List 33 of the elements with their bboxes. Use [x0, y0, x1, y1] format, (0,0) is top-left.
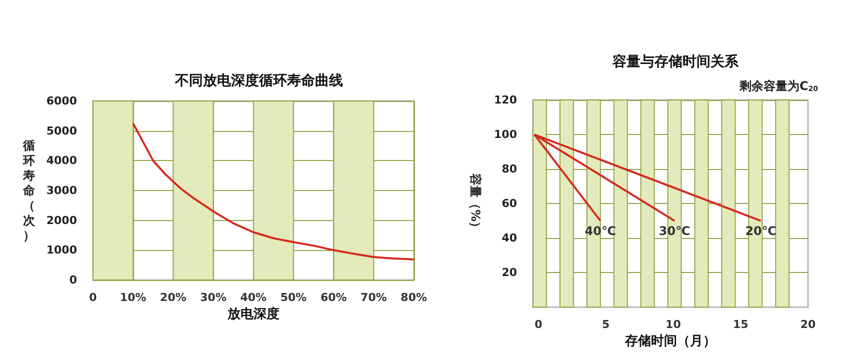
x-tick-label: 60% — [320, 291, 347, 304]
y-tick-label: 40 — [502, 232, 518, 245]
y-axis-title: 容量（%） — [468, 172, 483, 234]
y-tick-label: 3000 — [46, 184, 78, 197]
y-tick-label: 2000 — [46, 214, 78, 227]
x-axis-title: 存储时间（月） — [624, 334, 716, 349]
x-tick-label: 0 — [534, 318, 543, 332]
y-tick-label: 120 — [494, 94, 518, 106]
x-tick-label: 15 — [732, 318, 748, 332]
y-tick-label: 60 — [502, 197, 518, 210]
x-tick-label: 50% — [280, 291, 307, 304]
x-tick-label: 30% — [200, 291, 226, 304]
y-tick-label: 4000 — [46, 154, 78, 168]
x-tick-label: 10% — [120, 291, 146, 304]
x-tick-label: 80% — [400, 291, 428, 304]
y-tick-label: 20 — [502, 266, 518, 280]
chart-title: 容量与存储时间关系 — [612, 53, 740, 70]
x-tick-label: 10 — [666, 318, 682, 332]
y-tick-label: 80 — [502, 162, 518, 176]
y-axis-title: 循环寿命（次） — [22, 138, 36, 242]
y-tick-label: 1000 — [46, 244, 78, 257]
x-tick-label: 20% — [160, 291, 186, 304]
x-tick-label: 5 — [602, 318, 610, 332]
y-tick-label: 100 — [494, 128, 518, 142]
x-axis-title: 放电深度 — [226, 306, 280, 322]
x-tick-label: 20 — [800, 318, 816, 332]
y-tick-label: 5000 — [46, 124, 78, 138]
y-tick-label: 0 — [69, 274, 78, 286]
chart-title: 不同放电深度循环寿命曲线 — [174, 72, 343, 89]
y-tick-label: 6000 — [46, 94, 78, 108]
x-tick-label: 0 — [89, 291, 98, 304]
x-tick-label: 70% — [360, 291, 387, 304]
x-tick-label: 40% — [240, 291, 267, 304]
